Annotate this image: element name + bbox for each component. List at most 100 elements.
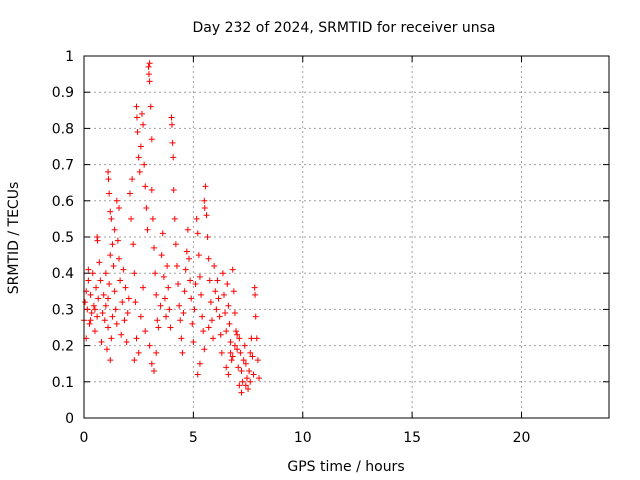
data-point [254,357,261,364]
data-point [179,349,186,356]
data-point [199,313,206,320]
data-point [248,335,255,342]
data-point [110,262,117,269]
data-point [191,306,198,313]
data-point [196,273,203,280]
data-point [215,295,222,302]
data-point [114,237,121,244]
data-point [246,367,253,374]
data-point [210,335,217,342]
data-point [183,248,190,255]
data-point [170,154,177,161]
data-point [229,266,236,273]
data-point [140,121,147,128]
data-point [158,252,165,259]
data-point [95,295,102,302]
y-tick-label: 0.5 [52,230,74,246]
data-point [109,313,116,320]
data-point [134,129,141,136]
data-point [113,320,120,327]
data-point [107,357,114,364]
data-point [101,317,108,324]
data-point [91,328,98,335]
data-point [119,299,126,306]
data-point [166,306,173,313]
data-point [160,273,167,280]
data-point [151,367,157,374]
data-point [147,103,154,110]
data-point [203,212,210,219]
data-point [194,230,201,237]
data-point [93,284,100,291]
data-point [188,295,195,302]
data-point [238,367,245,374]
data-point [103,346,110,353]
data-point [231,310,238,317]
data-point [105,324,112,331]
y-tick-label: 0 [65,411,74,427]
data-point [198,291,205,298]
data-point [111,288,118,295]
data-point [230,288,237,295]
data-point [195,252,202,259]
data-point [151,244,157,251]
data-point [180,310,187,317]
data-point [135,154,142,161]
data-point [85,266,92,273]
data-point [145,63,152,70]
data-point [123,338,130,345]
data-point [176,302,183,309]
data-point [121,317,128,324]
data-point [137,143,144,150]
data-point [225,302,232,309]
data-point [155,324,162,331]
data-point [250,371,257,378]
data-point [91,306,98,313]
data-point [216,313,223,320]
data-point [167,324,174,331]
data-point [238,389,245,396]
data-point [154,317,161,324]
data-point [159,230,166,237]
data-point [205,255,212,262]
data-point [168,121,175,128]
data-point [175,281,182,288]
data-point [247,378,254,385]
data-point [142,328,149,335]
data-point [205,324,212,331]
data-point [236,335,243,342]
data-point [241,342,248,349]
y-tick-label: 1 [65,49,74,65]
data-point [102,270,109,277]
data-point [144,226,151,233]
data-point [157,302,164,309]
data-point [161,295,168,302]
data-point [253,335,260,342]
data-point [146,342,153,349]
data-point [219,270,226,277]
data-point [201,346,208,353]
data-point [177,317,184,324]
data-point [206,277,213,284]
data-point [105,295,112,302]
data-point [126,190,133,197]
data-point [194,371,201,378]
data-point [146,60,153,67]
data-point [163,313,170,320]
data-point [89,270,96,277]
data-point [122,284,129,291]
data-point [149,215,156,222]
data-point [225,371,232,378]
data-point [201,205,208,212]
data-point [148,136,155,143]
data-point [116,255,122,262]
x-axis-label: GPS time / hours [287,459,404,475]
data-point [237,349,244,356]
data-point [138,110,145,117]
data-point [181,288,188,295]
y-tick-label: 0.8 [52,121,74,137]
data-point [234,346,241,353]
data-point [224,281,231,288]
data-point [113,197,120,204]
